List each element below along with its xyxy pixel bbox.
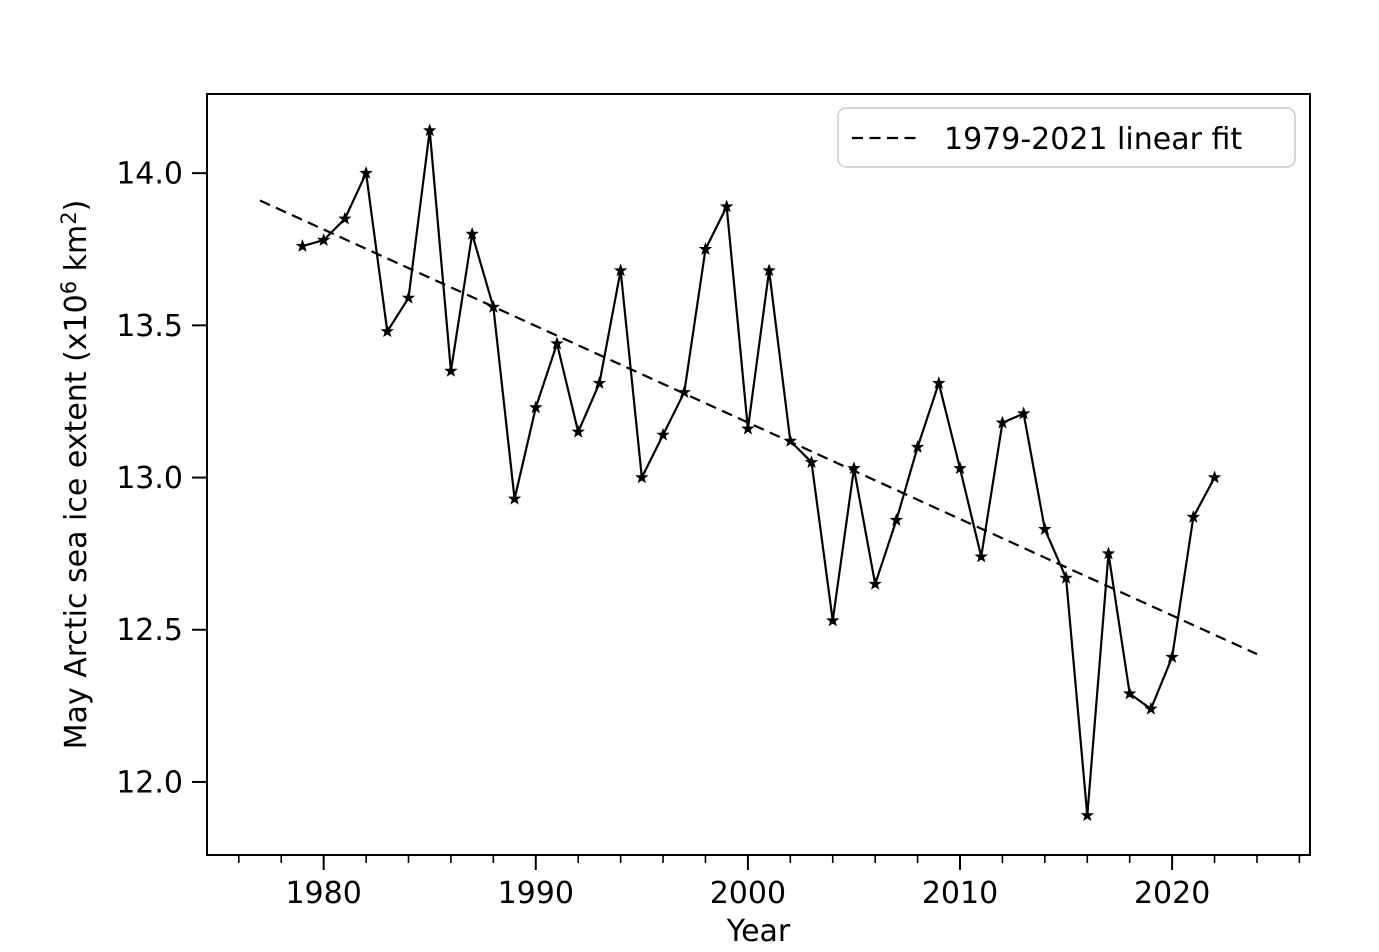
x-tick-label: 2000 (710, 876, 786, 911)
y-tick-label: 14.0 (116, 157, 183, 192)
legend-label: 1979-2021 linear fit (944, 122, 1242, 157)
sea-ice-data-line (301, 129, 1216, 817)
x-tick-label: 2020 (1134, 876, 1210, 911)
linear-fit-line (259, 199, 1258, 656)
y-tick-label: 13.0 (116, 461, 183, 496)
y-tick-label: 13.5 (116, 309, 183, 344)
y-axis: 12.0 12.5 13.0 13.5 14.0 (116, 157, 207, 800)
y-tick-label: 12.0 (116, 765, 183, 800)
x-axis-title: Year (726, 914, 791, 948)
data-point-markers (295, 123, 1222, 822)
y-tick-label: 12.5 (116, 613, 183, 648)
axes-box (206, 93, 1311, 856)
x-tick-label: 1980 (285, 876, 361, 911)
x-tick-label: 1990 (498, 876, 574, 911)
x-minor-ticks (238, 855, 1301, 863)
y-axis-title: May Arctic sea ice extent (x106 km2) (57, 200, 94, 750)
x-tick-label: 2010 (922, 876, 998, 911)
x-axis: 1980 1990 2000 2010 2020 (285, 855, 1210, 911)
legend-box (837, 107, 1296, 168)
legend: 1979-2021 linear fit (837, 107, 1296, 168)
